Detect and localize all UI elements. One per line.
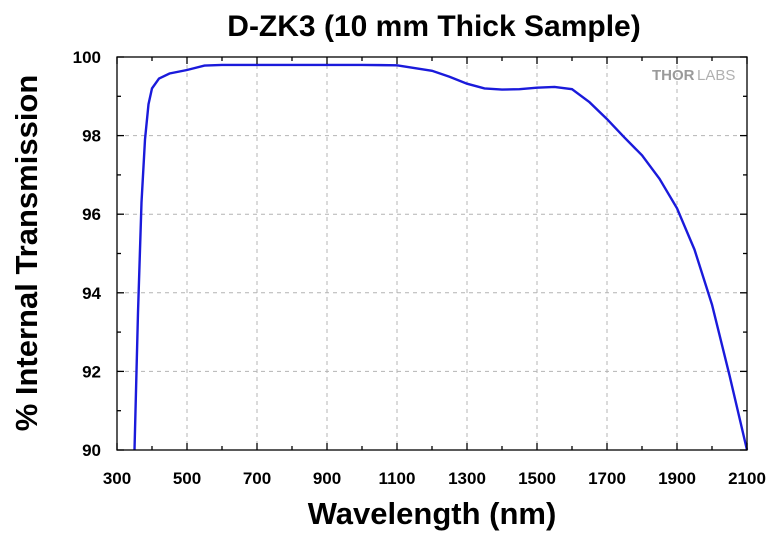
y-tick-label-92: 92 bbox=[82, 362, 101, 381]
watermark-labs: LABS bbox=[697, 67, 735, 84]
y-axis-title: % Internal Transmission bbox=[9, 75, 44, 432]
axis-ticks bbox=[116, 56, 748, 451]
chart-title: D-ZK3 (10 mm Thick Sample) bbox=[227, 10, 640, 43]
plot-frame bbox=[116, 56, 748, 451]
y-tick-labels: 90 92 94 96 98 100 bbox=[73, 48, 102, 460]
x-tick-label-500: 500 bbox=[173, 469, 201, 488]
x-tick-label-700: 700 bbox=[243, 469, 271, 488]
y-tick-label-96: 96 bbox=[82, 205, 101, 224]
y-tick-label-94: 94 bbox=[82, 284, 101, 303]
x-tick-label-1900: 1900 bbox=[658, 469, 696, 488]
x-tick-label-2100: 2100 bbox=[728, 469, 766, 488]
x-tick-label-1700: 1700 bbox=[588, 469, 626, 488]
grid bbox=[117, 57, 747, 450]
x-tick-label-900: 900 bbox=[313, 469, 341, 488]
x-tick-label-300: 300 bbox=[103, 469, 131, 488]
series-line-d-zk3 bbox=[133, 63, 749, 451]
x-tick-labels: 300 500 700 900 1100 1300 1500 1700 1900 2100 bbox=[103, 469, 766, 488]
y-tick-label-100: 100 bbox=[73, 48, 101, 67]
x-tick-label-1100: 1100 bbox=[379, 469, 416, 488]
watermark-thor: THOR bbox=[652, 67, 695, 84]
x-tick-label-1300: 1300 bbox=[448, 469, 486, 488]
x-tick-label-1500: 1500 bbox=[518, 469, 556, 488]
x-axis-title: Wavelength (nm) bbox=[308, 496, 557, 531]
y-tick-label-90: 90 bbox=[82, 441, 101, 460]
y-tick-label-98: 98 bbox=[82, 127, 101, 146]
